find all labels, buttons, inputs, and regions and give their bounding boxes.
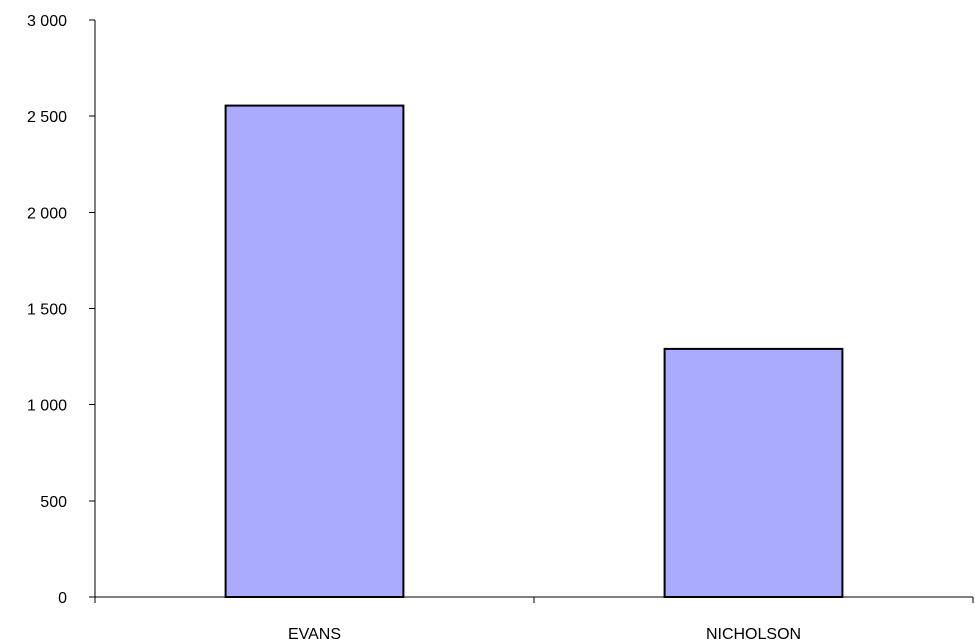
y-tick-label: 1 500 — [27, 302, 67, 319]
x-axis: EVANS NICHOLSON — [94, 596, 974, 643]
bar-nicholson — [663, 347, 844, 599]
y-axis: 0 500 1 000 1 500 2 000 2 500 3 000 — [27, 13, 96, 607]
bar-evans — [224, 104, 405, 598]
y-tick-label: 1 000 — [27, 398, 67, 415]
x-category-label: NICHOLSON — [706, 626, 801, 643]
y-tick-label: 3 000 — [27, 13, 67, 30]
bars — [224, 104, 844, 599]
y-tick-label: 500 — [40, 494, 67, 511]
y-tick-label: 0 — [58, 590, 67, 607]
x-category-label: EVANS — [288, 626, 341, 643]
y-tick-label: 2 500 — [27, 109, 67, 126]
y-tick-label: 2 000 — [27, 205, 67, 222]
